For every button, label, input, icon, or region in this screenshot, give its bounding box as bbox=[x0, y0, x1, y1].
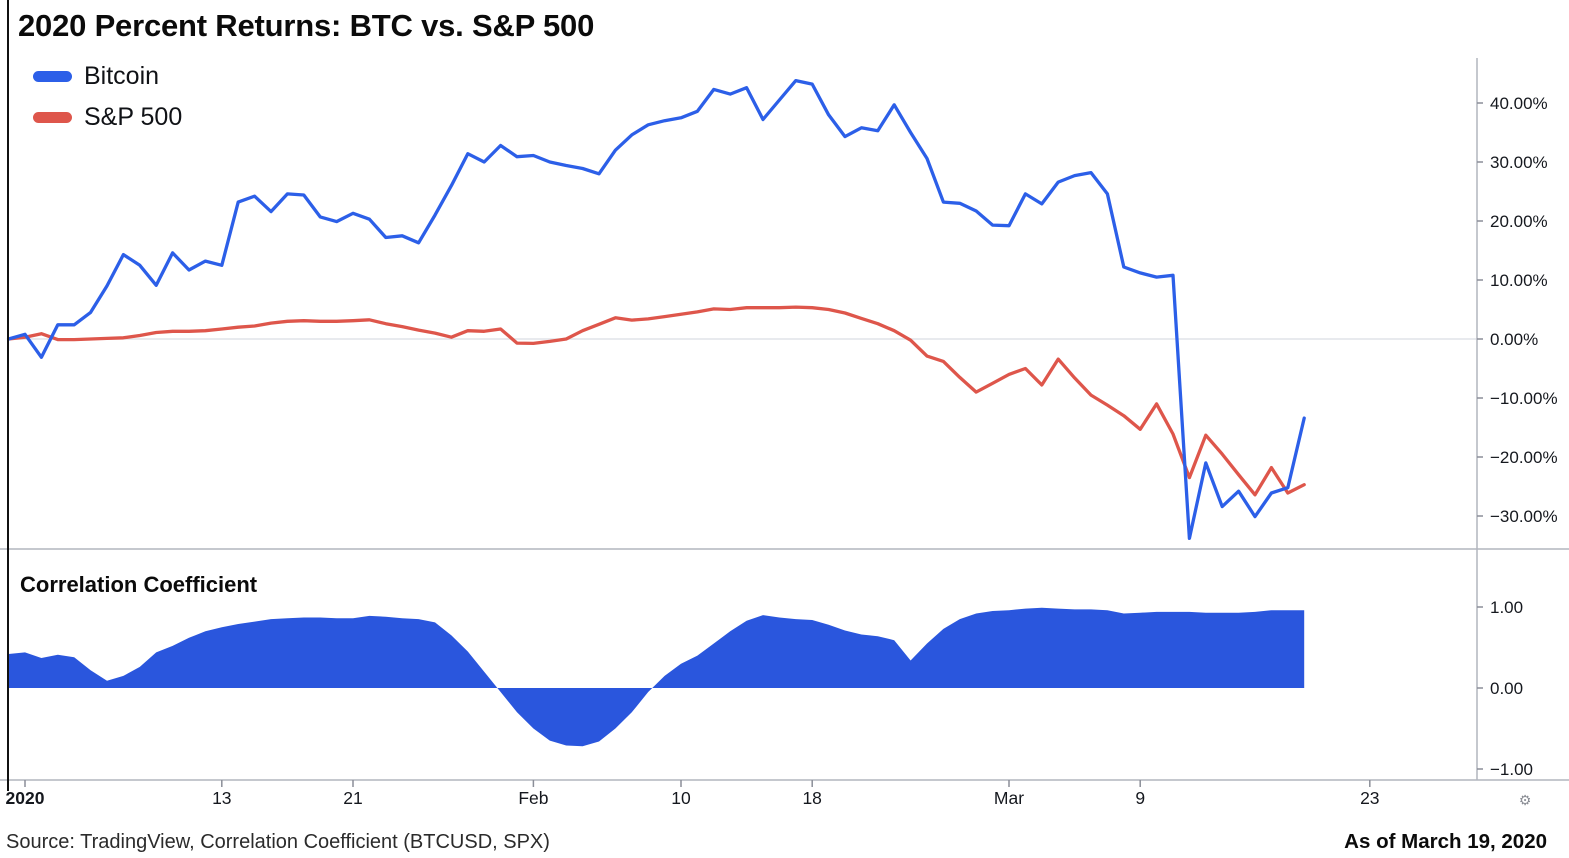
sp500-line bbox=[6, 305, 1306, 497]
correlation-pane-title: Correlation Coefficient bbox=[20, 572, 258, 597]
x-tick-label: 23 bbox=[1360, 788, 1379, 808]
chart-title: 2020 Percent Returns: BTC vs. S&P 500 bbox=[18, 8, 595, 43]
price-pane bbox=[6, 78, 1306, 541]
left-border-line bbox=[7, 0, 9, 791]
correlation-area bbox=[8, 607, 1305, 747]
x-tick-label: Mar bbox=[994, 788, 1024, 808]
source-note: Source: TradingView, Correlation Coeffic… bbox=[6, 831, 550, 853]
axis-labels: 40.00% 30.00% 20.00% 10.00% 0.00% −10.00% −20.… bbox=[6, 94, 1558, 808]
price-y-tick-label: −20.00% bbox=[1490, 448, 1558, 467]
sp500-legend-swatch bbox=[33, 112, 72, 123]
x-tick-label: 2020 bbox=[6, 788, 45, 808]
x-tick-label: Feb bbox=[518, 788, 548, 808]
correlation-pane bbox=[8, 607, 1305, 747]
axes bbox=[0, 0, 1569, 791]
price-y-tick-label: 40.00% bbox=[1490, 94, 1548, 113]
corr-y-tick-label: −1.00 bbox=[1490, 760, 1533, 779]
bitcoin-legend-swatch bbox=[33, 71, 72, 82]
price-y-tick-label: 30.00% bbox=[1490, 153, 1548, 172]
price-y-tick-label: −30.00% bbox=[1490, 507, 1558, 526]
legend-item-sp500: S&P 500 bbox=[33, 103, 182, 132]
x-tick-label: 13 bbox=[212, 788, 231, 808]
price-y-tick-label: 20.00% bbox=[1490, 212, 1548, 231]
x-tick-label: 21 bbox=[343, 788, 362, 808]
x-tick-label: 9 bbox=[1135, 788, 1145, 808]
bitcoin-legend-label: Bitcoin bbox=[84, 62, 160, 90]
price-y-tick-label: 0.00% bbox=[1490, 330, 1538, 349]
pane-settings-gear-icon[interactable]: ⚙ bbox=[1518, 792, 1532, 808]
bitcoin-line bbox=[6, 78, 1306, 541]
as-of-date: As of March 19, 2020 bbox=[1344, 830, 1547, 853]
x-tick-label: 18 bbox=[802, 788, 821, 808]
x-tick-label: 10 bbox=[671, 788, 691, 808]
corr-y-tick-label: 0.00 bbox=[1490, 679, 1523, 698]
price-y-tick-label: −10.00% bbox=[1490, 389, 1558, 408]
price-y-tick-label: 10.00% bbox=[1490, 271, 1548, 290]
legend-item-bitcoin: Bitcoin bbox=[33, 62, 159, 91]
corr-y-tick-label: 1.00 bbox=[1490, 598, 1523, 617]
sp500-legend-label: S&P 500 bbox=[84, 103, 183, 131]
